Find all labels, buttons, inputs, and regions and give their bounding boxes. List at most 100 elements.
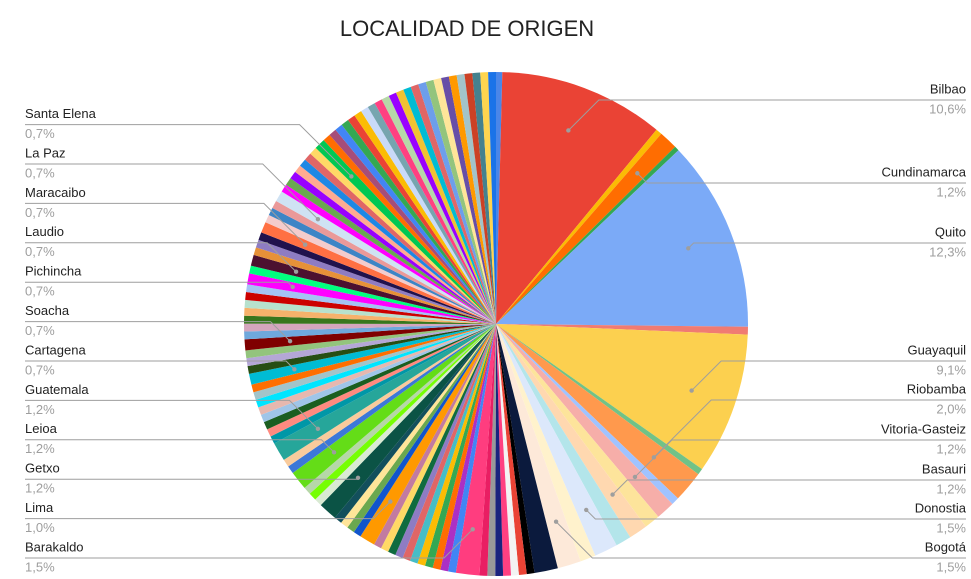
pie-slice [496,324,519,576]
pie-slice [496,324,631,546]
pie-slice [249,265,496,324]
leader-line [25,202,306,246]
pie-slice [329,129,496,324]
leader-dot [610,492,615,497]
pie-slice [367,103,496,325]
slice-label: Laudio [25,224,64,239]
pie-slice [496,324,678,504]
pie-slice [496,324,659,527]
pie-slice [255,239,496,324]
pie-slice [425,79,496,325]
pie-slice [305,153,496,324]
leader-line [25,124,352,177]
pie-slice [250,254,496,324]
pie-slice [487,324,496,576]
leader-line [25,321,291,342]
pie-slice [496,324,699,499]
leader-line [585,509,966,520]
pie-slice [418,81,496,324]
slice-label: Getxo [25,461,60,476]
pie-slice [244,324,496,351]
pie-slice [410,84,496,324]
pie-slice [403,86,496,324]
leader-dot [349,174,354,179]
pie-slice [455,324,496,576]
leader-line [568,99,966,131]
pie-slice [496,129,662,324]
leader-dot [292,367,297,372]
pie-slice [292,324,496,488]
leader-line [691,360,966,391]
pie-slice [380,324,496,552]
pie-slice [281,184,496,324]
pie-slice [247,324,496,374]
pie-slice [488,72,496,324]
leader-dot [686,246,691,251]
pie-slice [496,324,748,335]
pie-slice [334,324,496,523]
pie-slice [402,324,496,561]
pie-slice [323,134,496,324]
slice-value-label: 1,2% [25,402,55,417]
pie-slice [374,99,496,324]
pie-slice [360,324,496,545]
pie-slice [261,222,496,324]
pie-slice [309,324,496,500]
pie-slice [315,140,496,324]
pie-slice [496,150,748,327]
leader-line [25,163,319,220]
slice-value-label: 0,7% [25,205,55,220]
slice-label: Riobamba [907,381,967,396]
chart-title: LOCALIDAD DE ORIGEN [340,16,594,41]
pie-slice [432,324,496,570]
pie-slice [496,324,581,569]
slice-value-label: 12,3% [929,244,966,259]
slice-value-label: 1,5% [936,559,966,574]
pie-slice [495,324,504,576]
pie-slice [285,178,496,324]
leader-dot [355,475,361,481]
pie-slice [245,324,496,359]
slice-value-label: 1,2% [25,441,55,456]
slice-value-label: 0,7% [25,126,55,141]
pie-slice [395,324,496,559]
leader-dot [470,527,475,532]
leader-dot [635,171,640,176]
pie-slice [361,107,496,324]
slice-label: Cundinamarca [881,164,966,179]
leader-line [25,439,335,453]
slice-label: Basauri [922,461,966,476]
pie-slice [348,115,496,324]
pie-slice [244,307,496,324]
pie-slice [246,284,496,324]
pie-slice [409,324,496,564]
pie-slice [245,292,496,324]
pie-slice [425,324,496,568]
slice-label: Guatemala [25,382,89,397]
pie-slice [496,324,617,556]
leader-dot [302,242,308,247]
pie-slice [299,159,496,324]
slice-label: La Paz [25,145,65,160]
slice-label: Barakaldo [25,539,84,554]
pie-slice [496,324,646,538]
leader-dot [584,507,589,513]
pie-slice [496,146,679,324]
pie-slice [288,324,496,473]
pie-slice [260,324,496,423]
leader-dot [632,474,638,480]
pie-slice [253,247,496,324]
slice-label: Vitoria-Gasteiz [881,421,966,436]
slice-value-label: 1,2% [936,441,966,456]
leader-line [636,172,966,184]
leader-dot [388,499,393,504]
pie-slice [381,95,496,324]
slice-label: Cartagena [25,342,86,357]
leader-line [612,479,966,495]
leader-dot [287,338,293,344]
pie-slice [464,73,496,324]
pie-slice [396,89,496,324]
leader-line [25,528,474,559]
